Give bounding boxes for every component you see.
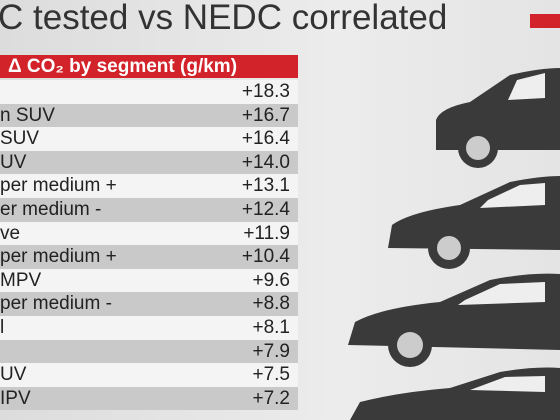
co2-delta: +14.0	[241, 151, 290, 173]
table-row: IPV +7.2	[0, 386, 298, 411]
table-heading: Δ CO₂ by segment (g/km)	[0, 55, 298, 78]
table-row: n SUV +16.7	[0, 103, 298, 128]
co2-delta: +11.9	[243, 222, 290, 244]
segment-label: l	[0, 316, 5, 338]
segment-label: IPV	[0, 387, 31, 409]
table: +18.3 n SUV +16.7 SUV +16.4 UV +14.0 per medium…	[0, 80, 298, 411]
table-row: per medium - +8.8	[0, 292, 298, 316]
table-row: per medium + +10.4	[0, 245, 298, 269]
co2-delta: +7.2	[252, 387, 290, 409]
segment-label: ve	[0, 222, 21, 244]
co2-delta: +8.1	[252, 316, 290, 338]
segment-label: MPV	[0, 269, 42, 291]
co2-delta: +8.8	[252, 293, 290, 315]
co2-delta: +7.9	[252, 340, 290, 362]
co2-delta: +13.1	[241, 175, 290, 197]
segment-label: per medium -	[0, 293, 112, 315]
co2-delta: +9.6	[252, 269, 290, 291]
co2-delta: +10.4	[241, 246, 290, 268]
table-row: SUV +16.4	[0, 127, 298, 151]
segment-label: n SUV	[0, 104, 55, 126]
segment-label: UV	[0, 151, 27, 173]
co2-delta: +16.4	[241, 128, 290, 150]
co2-delta: +16.7	[241, 104, 290, 126]
segment-label: per medium +	[0, 175, 117, 197]
title: C tested vs NEDC correlated	[0, 0, 448, 37]
logo	[530, 14, 560, 28]
car-2	[388, 176, 560, 269]
table-row: l +8.1	[0, 315, 298, 340]
table-row: er medium - +12.4	[0, 197, 298, 222]
table-row: +18.3	[0, 80, 298, 104]
table-row: UV +14.0	[0, 150, 298, 175]
segment-label: per medium +	[0, 246, 117, 268]
table-row: per medium + +13.1	[0, 174, 298, 198]
co2-delta: +18.3	[241, 81, 290, 102]
table-row: MPV +9.6	[0, 268, 298, 293]
car-3	[348, 273, 560, 367]
table-row: UV +7.5	[0, 363, 298, 387]
segment-label: er medium -	[0, 198, 102, 220]
table-row: +7.9	[0, 339, 298, 364]
co2-delta: +12.4	[241, 198, 290, 220]
car-1	[436, 68, 560, 168]
table-row: ve +11.9	[0, 221, 298, 246]
segment-label: SUV	[0, 128, 40, 150]
co2-delta: +7.5	[252, 364, 290, 386]
car-4	[350, 367, 560, 420]
segment-label: UV	[0, 364, 27, 386]
